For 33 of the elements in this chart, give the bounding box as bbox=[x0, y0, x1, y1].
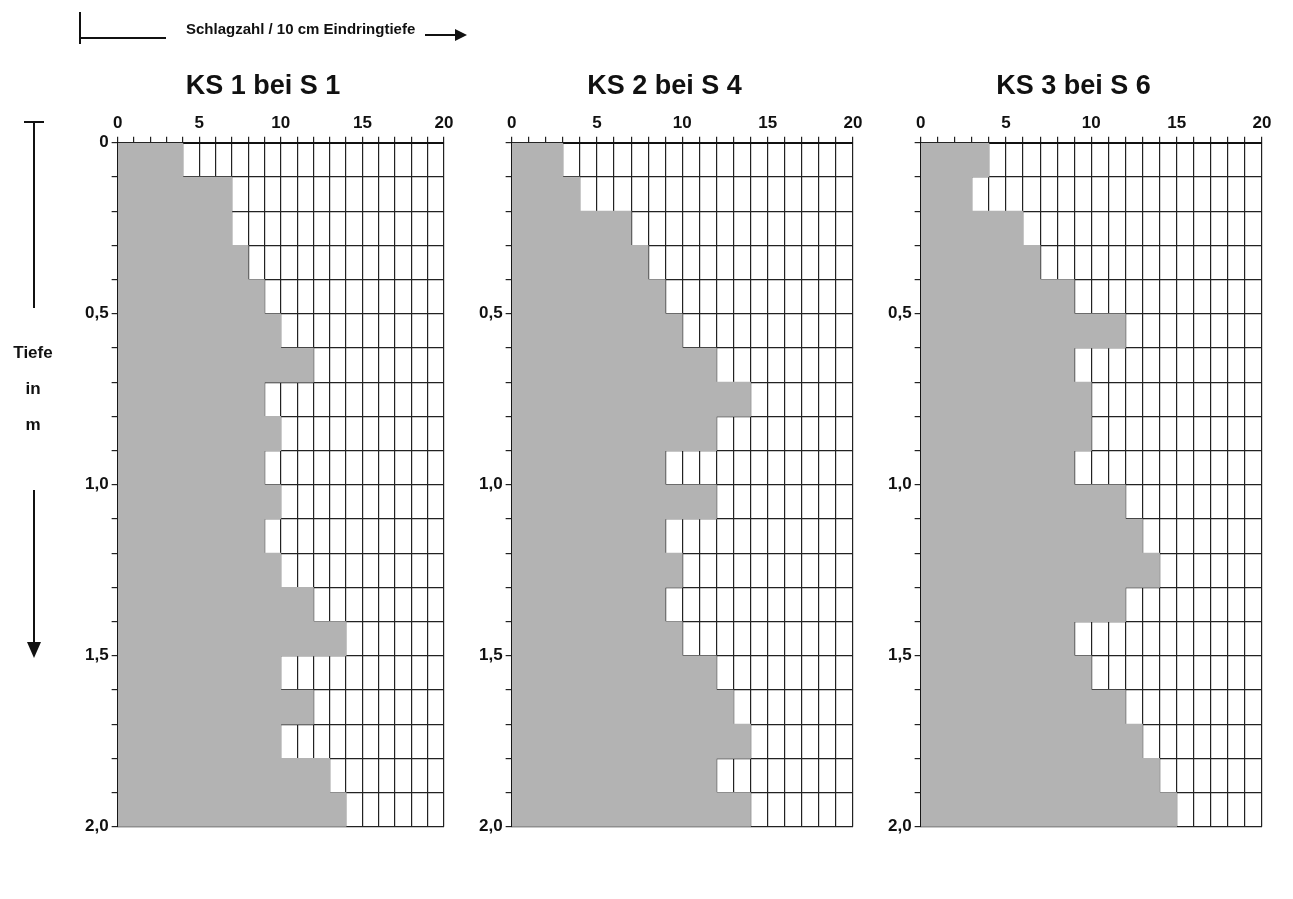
x-tick-label: 20 bbox=[1252, 113, 1272, 133]
chart-title: KS 1 bei S 1 bbox=[185, 69, 341, 100]
x-axis-title: Schlagzahl / 10 cm Eindringtiefe bbox=[186, 19, 416, 37]
y-tick-label: 0,5 bbox=[478, 303, 503, 323]
y-tick-label: 2,0 bbox=[478, 816, 503, 836]
x-tick-label: 10 bbox=[271, 113, 291, 133]
x-tick-label: 5 bbox=[1001, 113, 1011, 133]
y-tick-label: 2,0 bbox=[887, 816, 912, 836]
y-tick-label: 1,0 bbox=[84, 474, 109, 494]
y-tick-label: 0,5 bbox=[84, 303, 109, 323]
chart-title: KS 3 bei S 6 bbox=[996, 69, 1151, 100]
y-axis-title: Tiefe in m bbox=[12, 342, 54, 436]
x-tick-label: 0 bbox=[915, 113, 926, 133]
x-tick-label: 15 bbox=[352, 113, 372, 133]
x-tick-label: 10 bbox=[1081, 113, 1101, 133]
y-tick-label: 1,5 bbox=[887, 645, 912, 665]
x-tick-label: 15 bbox=[758, 113, 778, 133]
y-tick-label: 1,0 bbox=[478, 474, 503, 494]
x-tick-label: 20 bbox=[843, 113, 863, 133]
chart-title: KS 2 bei S 4 bbox=[587, 69, 742, 100]
x-tick-label: 20 bbox=[434, 113, 454, 133]
y-tick-label: 2,0 bbox=[84, 816, 109, 836]
x-tick-label: 5 bbox=[592, 113, 602, 133]
x-tick-label: 10 bbox=[672, 113, 692, 133]
x-tick-label: 0 bbox=[112, 113, 123, 133]
x-tick-label: 15 bbox=[1167, 113, 1187, 133]
y-tick-label: 1,0 bbox=[887, 474, 912, 494]
x-tick-label: 0 bbox=[506, 113, 517, 133]
x-tick-label: 5 bbox=[194, 113, 204, 133]
y-tick-label: 0,5 bbox=[887, 303, 912, 323]
y-tick-label: 1,5 bbox=[478, 645, 503, 665]
y-tick-label: 0 bbox=[99, 132, 109, 152]
y-tick-label: 1,5 bbox=[84, 645, 109, 665]
